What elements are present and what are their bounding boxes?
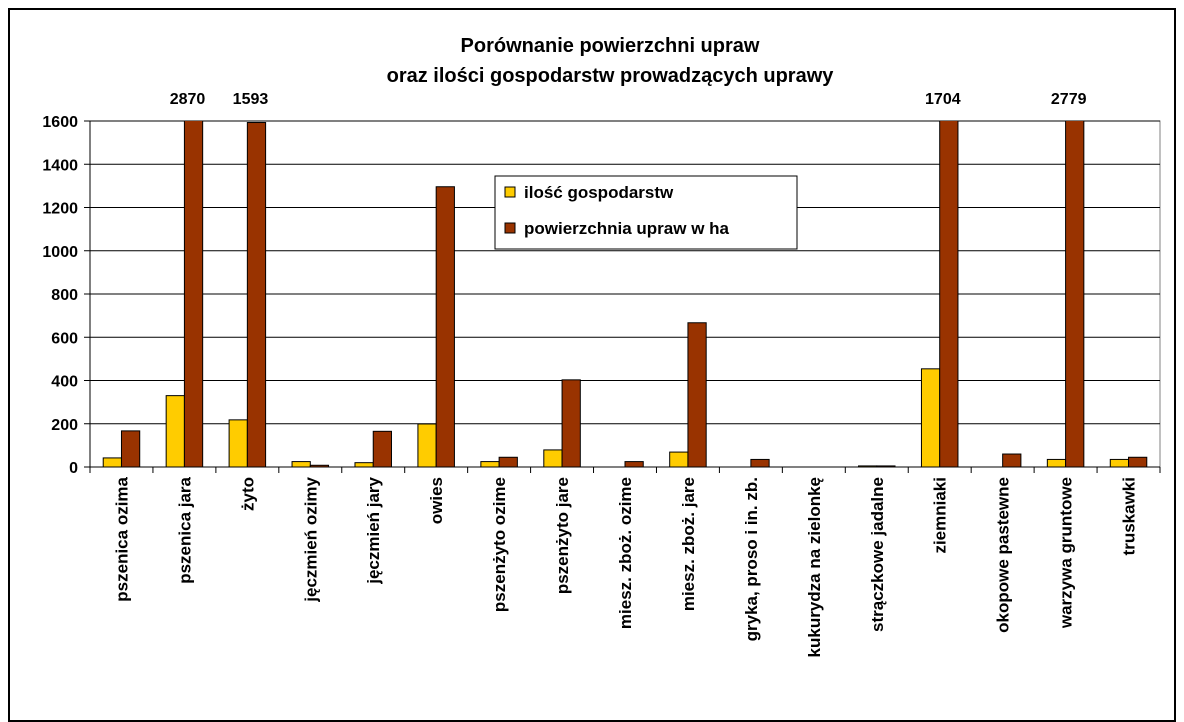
y-tick-label: 200 xyxy=(51,417,78,434)
data-label: 1704 xyxy=(925,91,961,108)
x-tick-label: pszenżyto ozime xyxy=(490,477,509,612)
bar xyxy=(1109,458,1130,468)
y-tick-label: 800 xyxy=(51,287,78,304)
bar xyxy=(480,461,500,468)
x-tick-label: gryka, proso i in. zb. xyxy=(742,477,761,641)
legend-swatch xyxy=(504,186,516,198)
bar xyxy=(561,379,581,468)
bar xyxy=(920,368,941,468)
y-tick-label: 1400 xyxy=(42,157,78,174)
x-tick-label: ziemniaki xyxy=(931,477,950,554)
bar xyxy=(102,457,122,468)
bar xyxy=(417,423,437,468)
data-label: 2870 xyxy=(170,91,206,108)
bar xyxy=(1002,453,1022,468)
bar xyxy=(435,186,455,468)
bar xyxy=(291,461,311,468)
x-tick-label: pszenżyto jare xyxy=(553,477,572,594)
x-tick-label: jęczmień ozimy xyxy=(301,476,320,602)
bar xyxy=(1046,458,1067,468)
x-tick-label: żyto xyxy=(238,477,257,511)
x-tick-label: jęczmień jary xyxy=(364,476,383,584)
x-tick-label: miesz. zboż. jare xyxy=(679,477,698,611)
x-tick-label: warzywa gruntowe xyxy=(1057,477,1076,629)
data-label: 2779 xyxy=(1051,91,1087,108)
x-tick-label: pszenica ozima xyxy=(112,476,131,601)
bar xyxy=(498,456,518,468)
x-tick-label: miesz. zboż. ozime xyxy=(616,477,635,629)
x-tick-label: strączkowe jadalne xyxy=(868,477,887,632)
bar xyxy=(939,121,959,468)
bar xyxy=(624,461,644,468)
y-tick-label: 0 xyxy=(69,460,78,477)
chart-subtitle: oraz ilości gospodarstw prowadzących upr… xyxy=(387,65,835,87)
bar xyxy=(165,395,185,468)
y-tick-label: 400 xyxy=(51,374,78,391)
y-tick-label: 600 xyxy=(51,330,78,347)
bar xyxy=(669,451,689,468)
chart-title: Porównanie powierzchni upraw xyxy=(461,35,760,57)
y-tick-label: 1600 xyxy=(42,114,78,131)
x-tick-label: truskawki xyxy=(1120,477,1139,555)
bar xyxy=(1128,456,1148,468)
x-tick-label: okopowe pastewne xyxy=(994,477,1013,633)
y-tick-label: 1000 xyxy=(42,244,78,261)
x-tick-label: owies xyxy=(427,477,446,524)
bar xyxy=(354,462,374,468)
bar xyxy=(750,458,770,468)
x-tick-label: pszenica jara xyxy=(175,476,194,583)
data-label: 1593 xyxy=(233,91,269,108)
bar xyxy=(228,419,248,468)
y-tick-label: 1200 xyxy=(42,201,78,218)
bar xyxy=(372,430,392,468)
bar xyxy=(246,122,267,468)
bar xyxy=(543,449,563,468)
legend-swatch xyxy=(504,222,516,234)
x-tick-label: kukurydza na zielonkę xyxy=(805,477,824,657)
legend xyxy=(494,175,798,250)
legend-label: ilość gospodarstw xyxy=(524,183,674,202)
legend-label: powierzchnia upraw w ha xyxy=(524,219,730,238)
bar xyxy=(120,430,141,468)
bar xyxy=(687,322,707,468)
